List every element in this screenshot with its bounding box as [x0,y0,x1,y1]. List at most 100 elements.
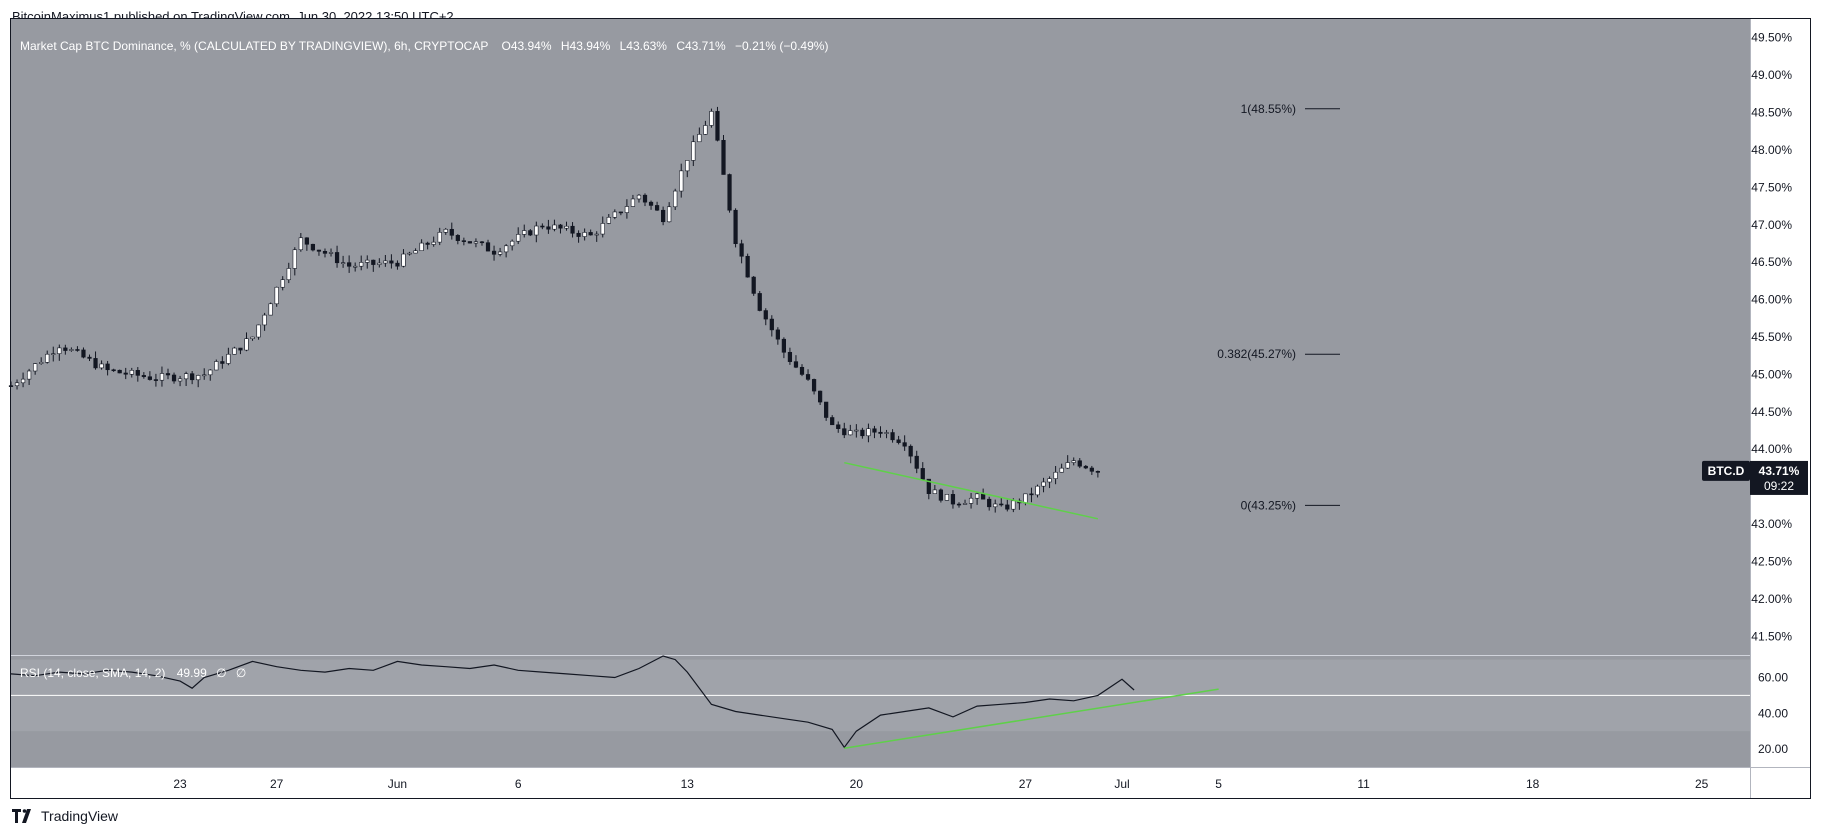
fib-level-label: 0(43.25%) [1241,498,1296,512]
rsi-trendline[interactable] [844,688,1219,749]
time-tick-label: 6 [515,777,522,791]
time-tick-label: Jul [1114,777,1129,791]
candle-body [685,160,690,172]
price-tick-label: 48.50% [1751,106,1792,120]
candle-body [81,349,86,358]
rsi-value: 49.99 [177,666,207,680]
time-axis[interactable]: 23 27 Jun 6 13 20 27 Jul 5 11 18 25 [173,777,1708,791]
candle-body [33,363,38,372]
candle-body [226,353,231,364]
candle-body [443,228,448,233]
footer-brand[interactable]: TradingView [12,808,118,824]
candle-body [1035,485,1040,496]
candle-body [413,250,418,254]
price-tick-label: 41.50% [1751,629,1792,643]
fibonacci-levels[interactable]: 1(48.55%) 0.382(45.27%) 0(43.25%) [1217,102,1340,513]
candle-body [842,428,847,436]
candle-body [920,468,925,480]
candle-body [962,503,968,505]
candle-body [1029,493,1034,496]
candle-body [1041,481,1046,487]
candle-body [268,303,273,316]
chart-area[interactable]: 49.50% 49.00% 48.50% 48.00% 47.50% 47.00% 46.5… [0,0,1824,800]
candle-body [190,373,195,381]
time-tick-label: 11 [1357,777,1370,791]
candle-body [316,249,322,252]
last-price-tag [1750,460,1808,495]
candle-body [202,374,207,377]
candle-body [830,417,835,426]
candle-body [322,251,328,254]
candle-body [757,293,762,311]
candle-body [582,232,587,237]
candle-body [981,493,986,500]
candle-body [250,336,255,340]
candle-body [588,232,593,236]
candle-body [1011,500,1016,510]
candle-body [214,361,219,371]
candle-body [340,262,346,264]
candle-body [902,442,907,447]
candle-body [485,242,491,252]
candle-body [280,279,285,288]
open-value: 43.94% [511,39,552,53]
candle-body [425,242,430,245]
candle-body [353,265,358,268]
price-legend: Market Cap BTC Dominance, % (CALCULATED … [20,39,828,53]
candle-body [232,347,237,355]
candle-body [437,232,442,243]
candle-body [914,455,919,469]
low-label: L [620,39,627,53]
candle-body [449,228,454,236]
price-axis[interactable]: 49.50% 49.00% 48.50% 48.00% 47.50% 47.00% 46.5… [1751,31,1792,644]
change-value: −0.21% (−0.49%) [735,39,828,53]
price-tick-label: 49.50% [1751,31,1792,45]
candle-body [328,252,334,254]
candle-body [606,216,611,224]
candle-body [51,353,56,355]
rsi-axis[interactable]: 60.00 40.00 20.00 [1758,670,1788,756]
candle-body [594,233,599,236]
candle-body [697,134,702,143]
candle-body [93,358,98,369]
price-pane-background [11,19,1750,655]
candle-body [159,373,165,381]
candle-body [105,363,110,371]
candle-body [286,268,291,281]
candle-body [87,356,92,359]
last-price-label[interactable]: BTC.D 43.71% 09:22 [1702,460,1808,495]
candle-body [1089,467,1094,472]
candle-body [691,141,696,161]
price-tick-label: 47.50% [1751,180,1792,194]
candle-body [165,373,171,376]
candle-body [793,361,799,368]
candle-body [69,349,74,351]
candle-body [516,234,521,242]
candle-body [347,262,352,267]
price-trendline[interactable] [844,461,1099,520]
candle-body [811,379,817,392]
candle-body [673,190,678,208]
candle-body [799,366,805,375]
candle-body [872,428,877,433]
candle-body [993,503,998,508]
candle-body [775,329,780,340]
candle-body [1083,465,1088,469]
candle-body [612,211,617,218]
candle-body [805,374,811,380]
time-tick-label: 27 [270,777,284,791]
candle-body [642,194,648,203]
candle-body [824,401,829,418]
rsi-title: RSI (14, close, SMA, 14, 2) [20,666,165,680]
time-tick-label: 5 [1215,777,1222,791]
candle-body [709,111,714,126]
candle-body [292,249,297,269]
price-tick-label: 46.00% [1751,293,1792,307]
candle-body [256,324,261,338]
candle-body [365,259,370,263]
candle-body [884,432,889,434]
candle-body [956,503,962,506]
candle-body [522,230,527,235]
series-title: Market Cap BTC Dominance, % (CALCULATED … [20,39,488,53]
candle-body [528,230,533,236]
